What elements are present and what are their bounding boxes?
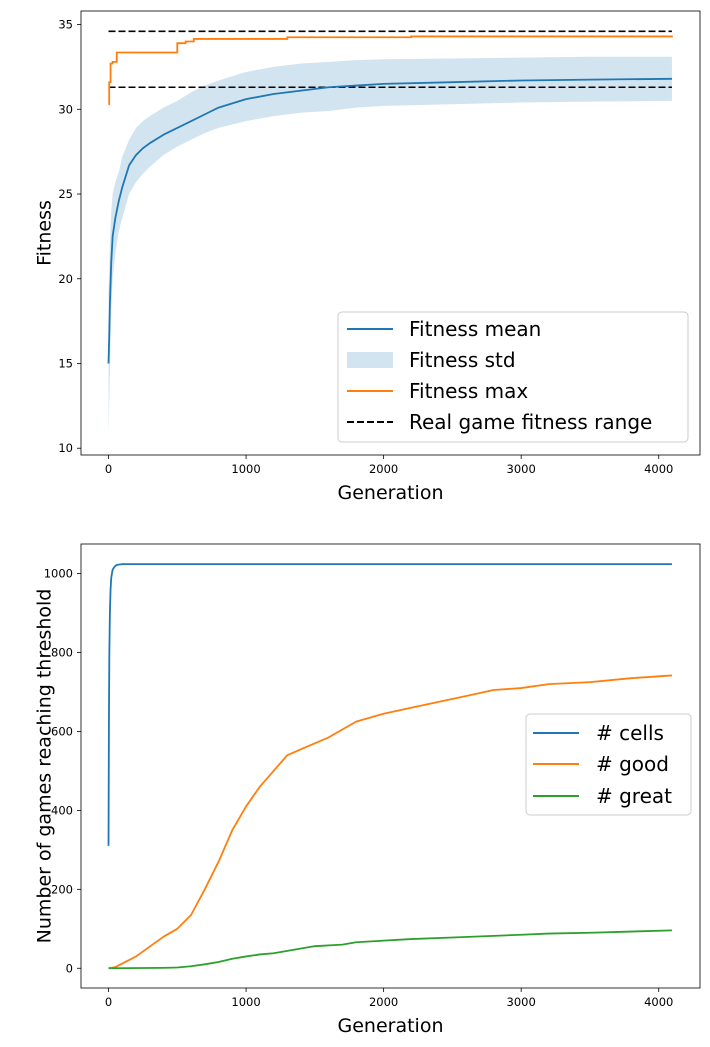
x-tick-label: 1000 — [231, 995, 260, 1009]
series-fitness-max-line — [108, 35, 673, 106]
series-fitness-mean-line — [107, 77, 672, 364]
legend-label-fitness-mean: Fitness mean — [409, 317, 541, 341]
x-tick-label: 4000 — [644, 462, 673, 476]
series-good-line — [108, 674, 673, 970]
legend-label-fitness-max: Fitness max — [409, 379, 528, 403]
legend-label-great: # great — [596, 784, 672, 808]
legend-swatch-fitness-std — [347, 352, 393, 368]
x-axis-ticks: 0 1000 2000 3000 4000 — [105, 988, 673, 1009]
series-fitness-std-band — [108, 56, 672, 435]
y-tick-label: 10 — [58, 441, 73, 455]
y-axis-ticks: 10 15 20 25 30 35 — [58, 18, 81, 455]
x-axis-label: Generation — [338, 1015, 444, 1037]
fitness-lines-layer — [107, 35, 673, 364]
legend: Fitness mean Fitness std Fitness max Rea… — [337, 311, 689, 443]
y-axis-label: Fitness — [34, 200, 56, 266]
y-tick-label: 800 — [51, 646, 73, 660]
x-axis-ticks: 0 1000 2000 3000 4000 — [105, 455, 673, 476]
y-tick-label: 25 — [58, 187, 73, 201]
y-tick-label: 600 — [51, 724, 73, 738]
x-tick-label: 2000 — [369, 995, 398, 1009]
y-tick-label: 20 — [58, 272, 73, 286]
legend-box — [337, 311, 689, 443]
threshold-lines-layer — [107, 563, 673, 970]
x-tick-label: 1000 — [231, 462, 260, 476]
legend-label-real-range: Real game fitness range — [409, 410, 652, 434]
x-tick-label: 2000 — [369, 462, 398, 476]
y-axis-label: Number of games reaching threshold — [34, 589, 56, 944]
legend-label-good: # good — [596, 752, 669, 776]
legend: # cells # good # great — [525, 713, 692, 816]
y-tick-label: 15 — [58, 356, 73, 370]
legend-label-fitness-std: Fitness std — [409, 348, 516, 372]
y-tick-label: 30 — [58, 102, 73, 116]
fitness-std-band-layer — [108, 56, 672, 435]
x-tick-label: 3000 — [507, 462, 536, 476]
series-cells-line — [107, 563, 672, 846]
legend-label-cells: # cells — [596, 721, 664, 745]
x-tick-label: 0 — [105, 995, 112, 1009]
x-tick-label: 0 — [105, 462, 112, 476]
y-tick-label: 400 — [51, 803, 73, 817]
y-axis-ticks: 0 200 400 600 800 1000 — [44, 567, 81, 975]
x-tick-label: 3000 — [507, 995, 536, 1009]
y-tick-label: 0 — [66, 961, 73, 975]
y-tick-label: 35 — [58, 18, 73, 32]
y-tick-label: 1000 — [44, 567, 73, 581]
series-great-line — [108, 929, 672, 970]
legend-box — [525, 713, 692, 816]
plot-area-frame — [80, 10, 701, 456]
threshold-chart: 0 1000 2000 3000 4000 0 200 400 600 800 1000 Gene… — [34, 543, 701, 1037]
x-axis-label: Generation — [338, 482, 444, 504]
fitness-chart: 0 1000 2000 3000 4000 10 15 20 25 30 35 Generatio… — [34, 10, 701, 504]
y-tick-label: 200 — [51, 882, 73, 896]
real-range-lines-layer — [108, 30, 672, 89]
plot-area-frame — [80, 543, 701, 989]
x-tick-label: 4000 — [644, 995, 673, 1009]
